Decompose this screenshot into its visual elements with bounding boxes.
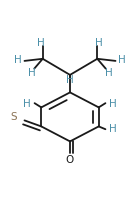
Text: S: S: [11, 112, 17, 122]
Text: O: O: [66, 155, 74, 165]
Text: H: H: [118, 55, 126, 65]
Text: H: H: [37, 38, 45, 48]
Text: H: H: [95, 38, 103, 48]
Text: H: H: [28, 67, 35, 77]
Text: H: H: [105, 67, 112, 77]
Text: H: H: [109, 99, 117, 108]
Text: H: H: [66, 74, 74, 84]
Text: H: H: [14, 55, 22, 65]
Text: H: H: [109, 124, 117, 134]
Text: H: H: [23, 99, 31, 108]
